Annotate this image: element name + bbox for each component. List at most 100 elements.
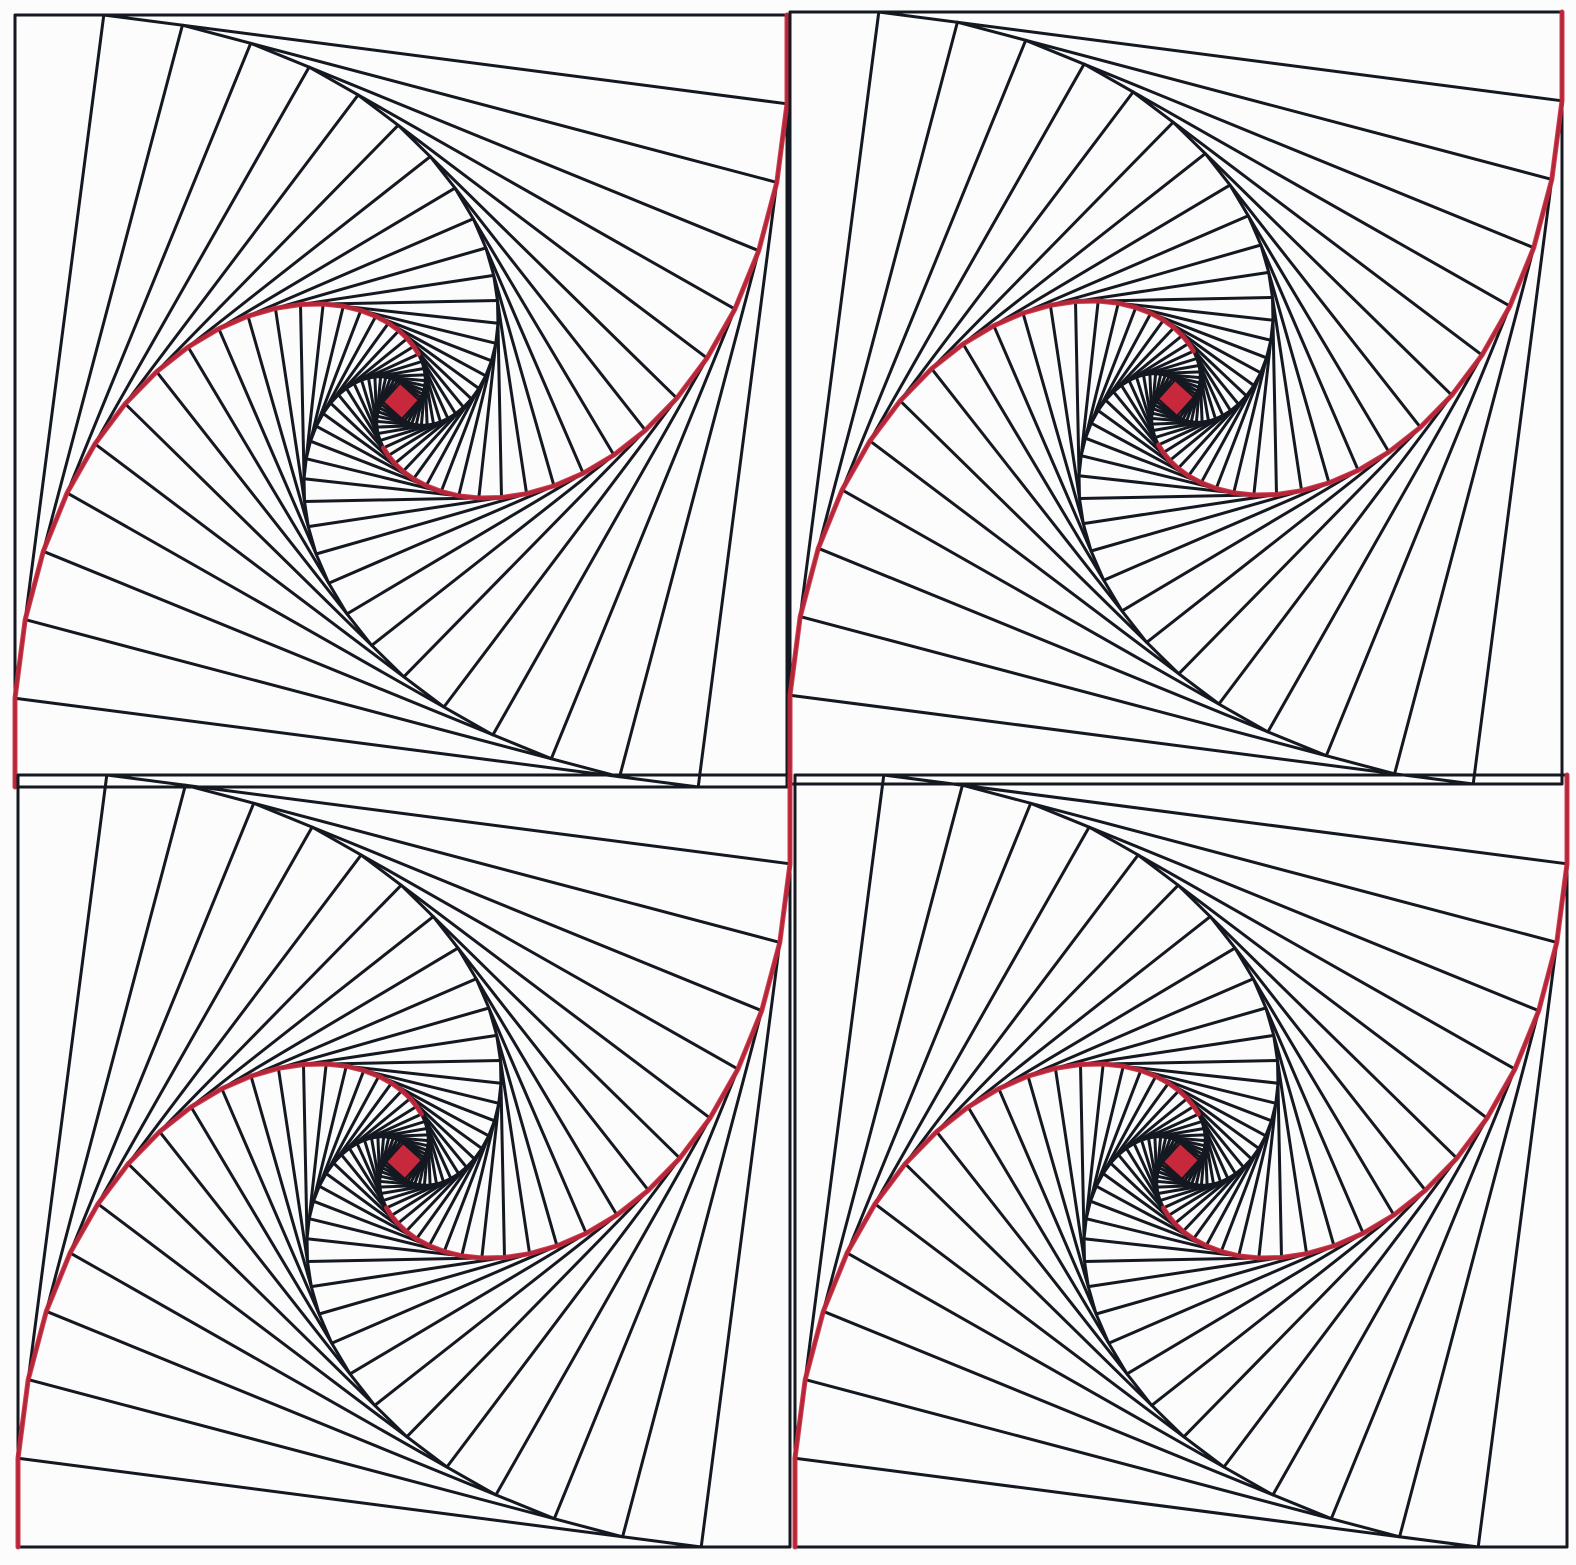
nested-square xyxy=(793,773,1569,1549)
nested-square xyxy=(126,883,682,1439)
tile xyxy=(787,9,1565,787)
nested-square xyxy=(930,152,1422,644)
nested-square xyxy=(314,314,488,488)
nested-square xyxy=(312,1069,496,1253)
nested-square xyxy=(845,825,1517,1497)
nested-square xyxy=(1053,1033,1309,1289)
nested-square xyxy=(1096,318,1256,478)
nested-square xyxy=(961,183,1391,613)
nested-square xyxy=(1089,311,1263,485)
nested-square xyxy=(1147,1127,1215,1195)
nested-square xyxy=(803,783,1559,1539)
nested-square xyxy=(1079,301,1273,495)
nested-square xyxy=(44,801,764,1521)
nested-square xyxy=(360,360,442,442)
nested-square xyxy=(305,1062,503,1260)
nested-square xyxy=(299,299,503,503)
nested-square xyxy=(1101,1081,1261,1241)
red-spiral xyxy=(1161,772,1570,1261)
nested-square xyxy=(1142,364,1210,432)
nested-square xyxy=(1135,357,1217,439)
nested-square xyxy=(246,246,556,556)
nested-square xyxy=(309,309,493,493)
nested-square xyxy=(868,90,1484,706)
center-fill xyxy=(1156,378,1196,418)
nested-square xyxy=(1132,1112,1230,1210)
nested-square xyxy=(966,946,1396,1376)
red-spiral xyxy=(384,772,793,1261)
nested-square xyxy=(93,93,709,709)
nested-square xyxy=(302,1059,506,1263)
nested-square xyxy=(217,217,585,585)
nested-square xyxy=(1124,1104,1238,1218)
tile xyxy=(12,12,790,790)
nested-square xyxy=(307,1064,501,1258)
nested-square xyxy=(352,352,450,450)
nested-square xyxy=(793,773,1569,1549)
nested-square xyxy=(1109,1089,1253,1233)
nested-square xyxy=(840,62,1512,734)
red-spiral xyxy=(381,12,790,501)
nested-square xyxy=(1089,1069,1273,1253)
nested-square xyxy=(1140,1120,1222,1202)
nested-square xyxy=(68,825,740,1497)
nested-square xyxy=(329,329,473,473)
nested-square xyxy=(363,1120,445,1202)
nested-square xyxy=(1077,299,1275,497)
nested-square xyxy=(1127,349,1225,447)
nested-square xyxy=(1112,334,1240,462)
nested-square xyxy=(1082,1062,1280,1260)
nested-square xyxy=(332,1089,476,1233)
nested-square xyxy=(16,773,792,1549)
nested-square xyxy=(1079,1059,1283,1263)
nested-square xyxy=(997,977,1365,1345)
nested-square xyxy=(317,1074,491,1248)
nested-square xyxy=(1094,1074,1268,1248)
nested-square xyxy=(355,1112,453,1210)
nested-square xyxy=(189,946,619,1376)
nested-square xyxy=(96,853,712,1469)
nested-square xyxy=(1021,243,1331,553)
nested-square xyxy=(1084,306,1268,490)
nested-square xyxy=(903,883,1459,1439)
nested-square xyxy=(65,65,737,737)
nested-square xyxy=(873,853,1489,1469)
center-fill xyxy=(384,1141,424,1181)
red-spiral xyxy=(787,298,1196,787)
nested-square xyxy=(1074,296,1278,500)
nested-square xyxy=(1117,1097,1245,1225)
nested-square xyxy=(340,1097,468,1225)
nested-square xyxy=(816,38,1536,758)
nested-square xyxy=(41,41,761,761)
tile xyxy=(15,772,793,1550)
center-fill xyxy=(1161,1141,1201,1181)
red-spiral xyxy=(15,1061,424,1550)
nested-square xyxy=(155,155,647,647)
nested-square xyxy=(123,123,679,679)
nested-square xyxy=(935,915,1427,1407)
nested-square xyxy=(324,1081,484,1241)
nested-square xyxy=(1084,1064,1278,1258)
nested-square xyxy=(273,273,529,529)
nested-square xyxy=(344,344,458,458)
nested-square xyxy=(220,977,588,1345)
nested-square xyxy=(13,13,789,789)
nested-square xyxy=(347,1104,461,1218)
nested-square xyxy=(898,120,1454,676)
nested-square xyxy=(367,367,435,435)
nested-square xyxy=(186,186,616,616)
nested-square xyxy=(13,13,789,789)
center-fill xyxy=(381,381,421,421)
nested-square xyxy=(16,773,792,1549)
nested-square xyxy=(821,801,1541,1521)
red-spiral xyxy=(12,301,421,790)
nested-square xyxy=(992,214,1360,582)
nested-square xyxy=(158,915,650,1407)
tile xyxy=(792,772,1570,1550)
nested-square xyxy=(304,304,498,498)
nested-square xyxy=(249,1006,559,1316)
red-spiral xyxy=(1156,9,1565,498)
nested-square xyxy=(1048,270,1304,526)
nested-square xyxy=(23,23,779,779)
